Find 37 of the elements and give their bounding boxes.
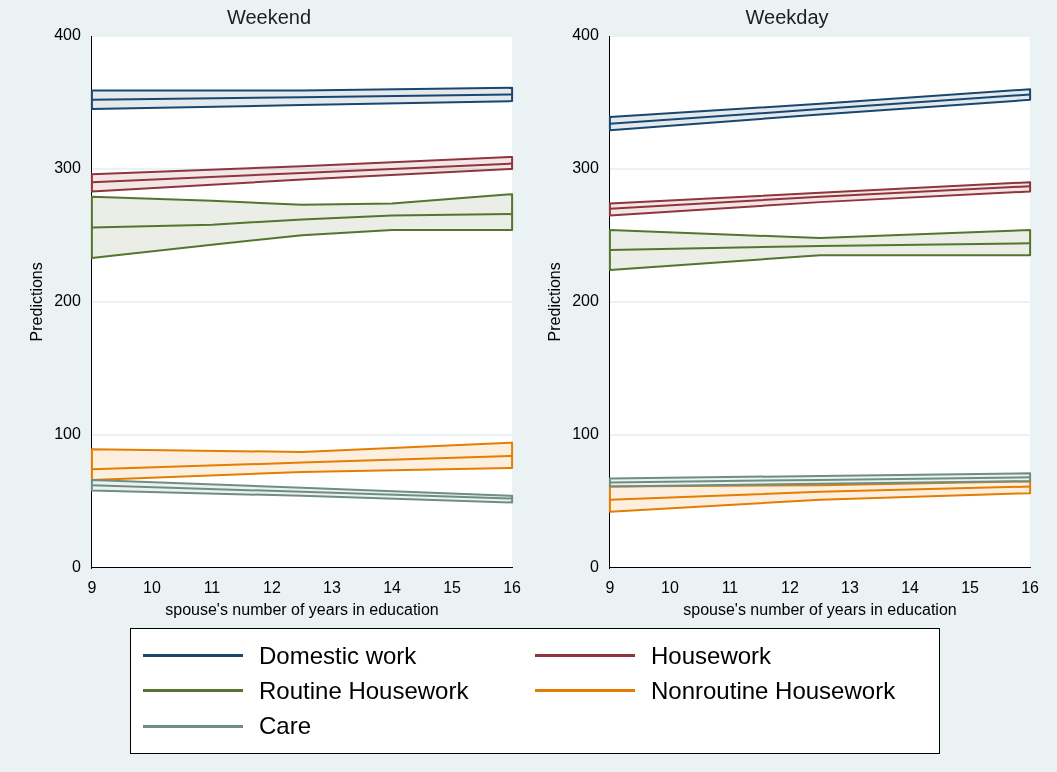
x-tick-label: 14 (901, 578, 920, 596)
legend-label: Housework (651, 641, 772, 670)
y-tick-label: 400 (54, 26, 81, 44)
chart-title: Weekend (226, 5, 312, 28)
y-tick-label: 0 (589, 558, 599, 576)
y-axis-title: Predictions (546, 262, 564, 342)
x-tick-label: 11 (721, 578, 739, 596)
x-tick-label: 15 (961, 578, 980, 596)
legend-label: Nonroutine Housework (651, 676, 896, 705)
legend-label: Routine Housework (259, 676, 469, 705)
x-tick-label: 15 (443, 578, 462, 596)
x-tick-label: 10 (661, 578, 679, 596)
x-tick-label: 12 (781, 578, 799, 596)
x-tick-label: 10 (143, 578, 161, 596)
x-tick-label: 9 (605, 578, 615, 596)
y-tick-label: 100 (54, 425, 81, 443)
x-tick-label: 13 (323, 578, 342, 596)
x-tick-label: 13 (841, 578, 860, 596)
chart-title: Weekday (745, 5, 829, 28)
y-tick-label: 300 (572, 159, 599, 177)
x-tick-label: 16 (503, 578, 522, 596)
x-tick-label: 9 (87, 578, 97, 596)
x-tick-label: 14 (383, 578, 402, 596)
x-tick-label: 12 (263, 578, 281, 596)
y-tick-label: 200 (54, 292, 81, 310)
y-tick-label: 0 (71, 558, 81, 576)
x-tick-label: 16 (1021, 578, 1040, 596)
x-axis-title: spouse's number of years in education (683, 600, 957, 618)
y-tick-label: 400 (572, 26, 599, 44)
y-tick-label: 100 (572, 425, 599, 443)
y-tick-label: 200 (572, 292, 599, 310)
x-tick-label: 11 (203, 578, 221, 596)
legend-label: Domestic work (259, 641, 417, 670)
y-axis-title: Predictions (28, 262, 46, 342)
y-tick-label: 300 (54, 159, 81, 177)
x-axis-title: spouse's number of years in education (165, 600, 439, 618)
legend-label: Care (259, 712, 312, 741)
